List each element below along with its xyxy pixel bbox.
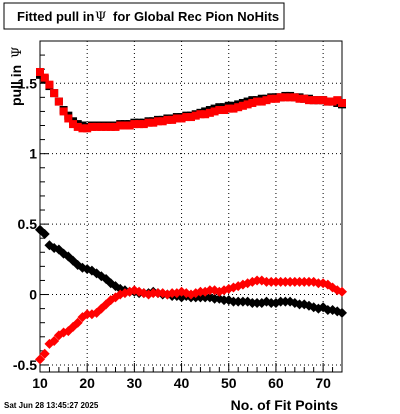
chart-title-suffix: for Global Rec Pion NoHits bbox=[113, 9, 279, 24]
y-tick-label: 1.5 bbox=[18, 75, 38, 91]
data-point-diamond bbox=[58, 248, 69, 259]
x-tick-label: 40 bbox=[174, 375, 190, 391]
data-point-square bbox=[116, 121, 125, 130]
data-point-square bbox=[102, 122, 111, 131]
data-point-square bbox=[295, 94, 304, 103]
data-point-square bbox=[224, 104, 233, 113]
data-point-square bbox=[257, 97, 266, 106]
data-point-square bbox=[220, 106, 229, 115]
data-point-square bbox=[319, 96, 328, 105]
data-point-square bbox=[196, 110, 205, 119]
data-point-square bbox=[323, 97, 332, 106]
data-point-square bbox=[187, 113, 195, 122]
data-point-square bbox=[229, 104, 238, 113]
tick-layer bbox=[39, 40, 343, 372]
data-point-diamond bbox=[49, 336, 60, 347]
data-point-diamond bbox=[337, 286, 347, 297]
data-point-square bbox=[139, 120, 148, 129]
x-tick-label: 70 bbox=[315, 375, 331, 391]
data-point-square bbox=[238, 101, 247, 110]
data-point-square bbox=[168, 115, 177, 124]
data-point-square bbox=[290, 93, 299, 102]
y-axis-label-symbol: Ψ bbox=[10, 47, 25, 58]
x-tick-label: 10 bbox=[32, 375, 48, 391]
data-point-square bbox=[253, 97, 262, 106]
data-point-square bbox=[163, 115, 172, 124]
data-point-square bbox=[234, 103, 243, 112]
data-point-square bbox=[286, 93, 295, 102]
timestamp-label: Sat Jun 28 13:45:27 2025 bbox=[4, 401, 99, 410]
data-point-square bbox=[135, 120, 144, 129]
data-point-square bbox=[40, 73, 49, 82]
data-point-square bbox=[281, 93, 290, 102]
title-box bbox=[3, 2, 285, 30]
data-point-square bbox=[314, 96, 323, 105]
data-point-square bbox=[210, 107, 219, 116]
data-point-square bbox=[78, 124, 87, 133]
data-point-square bbox=[276, 93, 285, 102]
data-point-square bbox=[262, 96, 271, 105]
data-point-square bbox=[130, 120, 139, 129]
tick-label-layer: 10 20 30 40 50 60 70 -0.5 0 0.5 1 1.5 bbox=[13, 75, 331, 391]
y-tick-label: 0.5 bbox=[18, 216, 38, 232]
data-point-square bbox=[201, 110, 210, 119]
data-point-square bbox=[125, 121, 134, 130]
data-point-square bbox=[54, 97, 63, 106]
data-point-square bbox=[300, 94, 309, 103]
data-point-square bbox=[248, 98, 257, 107]
data-point-square bbox=[153, 117, 162, 126]
data-point-square bbox=[304, 96, 313, 105]
data-point-square bbox=[59, 107, 68, 116]
data-point-diamond bbox=[35, 354, 45, 365]
data-point-square bbox=[215, 106, 224, 115]
x-tick-label: 20 bbox=[79, 375, 95, 391]
data-point-square bbox=[36, 67, 44, 76]
data-point-square bbox=[64, 114, 73, 123]
data-point-square bbox=[177, 114, 186, 123]
data-point-square bbox=[120, 121, 129, 130]
data-point-square bbox=[267, 94, 276, 103]
marker-layer bbox=[35, 67, 347, 365]
data-point-square bbox=[309, 96, 318, 105]
x-tick-label: 30 bbox=[127, 375, 143, 391]
y-tick-label: -0.5 bbox=[13, 357, 37, 373]
data-point-square bbox=[182, 113, 191, 122]
y-tick-label: 0 bbox=[29, 287, 37, 303]
data-point-square bbox=[338, 98, 346, 107]
data-point-square bbox=[191, 111, 200, 120]
data-point-diamond bbox=[39, 348, 50, 359]
x-tick-label: 60 bbox=[268, 375, 284, 391]
y-axis-label-prefix: pull in bbox=[8, 65, 24, 106]
y-tick-label: 1 bbox=[29, 146, 37, 162]
data-point-diamond bbox=[39, 228, 50, 239]
data-point-square bbox=[271, 94, 280, 103]
chart-title-symbol: Ψ bbox=[95, 10, 106, 25]
data-point-square bbox=[92, 122, 101, 131]
data-point-square bbox=[205, 108, 214, 117]
data-point-square bbox=[69, 120, 78, 129]
data-point-square bbox=[243, 100, 252, 109]
chart-title-prefix: Fitted pull in bbox=[17, 9, 94, 24]
data-point-square bbox=[149, 118, 158, 127]
data-point-square bbox=[328, 97, 337, 106]
data-point-square bbox=[45, 80, 54, 89]
data-point-square bbox=[333, 96, 342, 105]
data-point-square bbox=[50, 89, 59, 98]
data-point-square bbox=[111, 122, 120, 131]
data-point-square bbox=[172, 114, 181, 123]
data-point-square bbox=[158, 117, 167, 126]
data-point-square bbox=[144, 118, 153, 127]
data-point-square bbox=[83, 124, 92, 133]
data-point-square bbox=[73, 122, 82, 131]
data-point-square bbox=[106, 122, 115, 131]
data-point-square bbox=[97, 122, 106, 131]
data-point-diamond bbox=[337, 307, 347, 318]
x-axis-label: No. of Fit Points bbox=[231, 397, 339, 413]
data-point-square bbox=[87, 122, 96, 131]
plot-frame bbox=[39, 40, 343, 373]
x-tick-label: 50 bbox=[221, 375, 237, 391]
data-point-diamond bbox=[72, 317, 83, 328]
